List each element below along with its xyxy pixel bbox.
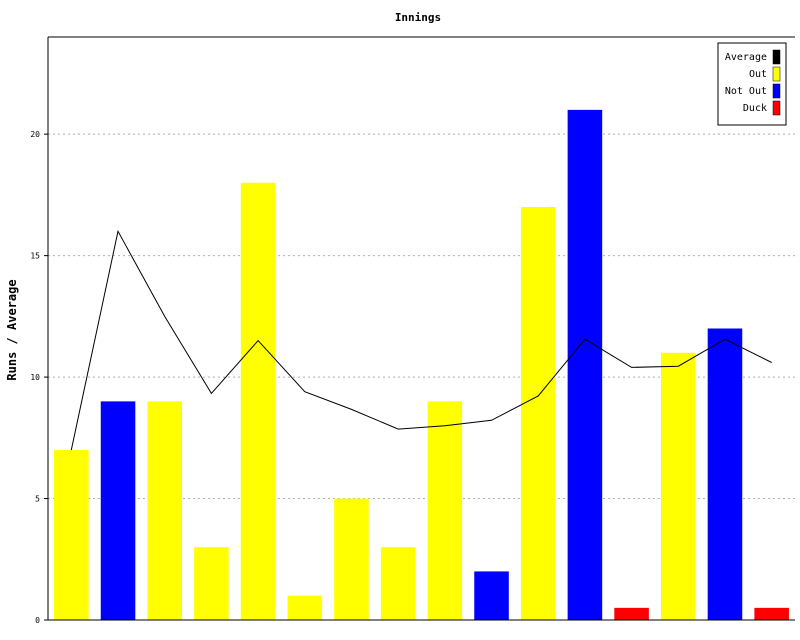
legend-swatch (772, 83, 781, 99)
bar-out (520, 207, 556, 620)
legend-label: Duck (743, 103, 767, 114)
y-axis-label: Runs / Average (5, 279, 19, 380)
bar-out (54, 449, 89, 620)
chart-title: Innings (395, 11, 441, 24)
bar-not-out (567, 109, 603, 620)
legend-swatch (772, 49, 781, 65)
y-tick-label: 5 (35, 495, 40, 504)
bar-out (380, 547, 416, 620)
y-tick-label: 15 (30, 252, 40, 261)
bar-out (287, 595, 323, 620)
bar-duck (614, 607, 649, 620)
bar-out (147, 401, 182, 620)
average-line (70, 229, 772, 451)
bars (54, 109, 789, 620)
average-line-group (70, 229, 772, 451)
legend-label: Not Out (725, 86, 767, 97)
y-tick-labels: 0 5 10 15 20 (30, 130, 48, 625)
bar-duck (754, 607, 789, 620)
y-tick-label: 10 (30, 373, 40, 382)
bar-out (240, 182, 276, 620)
bar-out (334, 498, 369, 620)
legend-label: Average (725, 52, 767, 63)
bar-out (194, 547, 229, 620)
bar-out (661, 352, 696, 620)
bar-not-out (100, 401, 136, 620)
bar-not-out (474, 571, 509, 620)
bar-not-out (707, 328, 743, 620)
y-tick-label: 0 (35, 616, 40, 625)
legend: Average Out Not Out Duck (717, 42, 787, 126)
legend-label: Out (749, 69, 767, 80)
legend-swatch (772, 66, 781, 82)
legend-swatch (772, 100, 781, 116)
y-tick-label: 20 (30, 130, 40, 139)
bar-out (427, 401, 463, 620)
